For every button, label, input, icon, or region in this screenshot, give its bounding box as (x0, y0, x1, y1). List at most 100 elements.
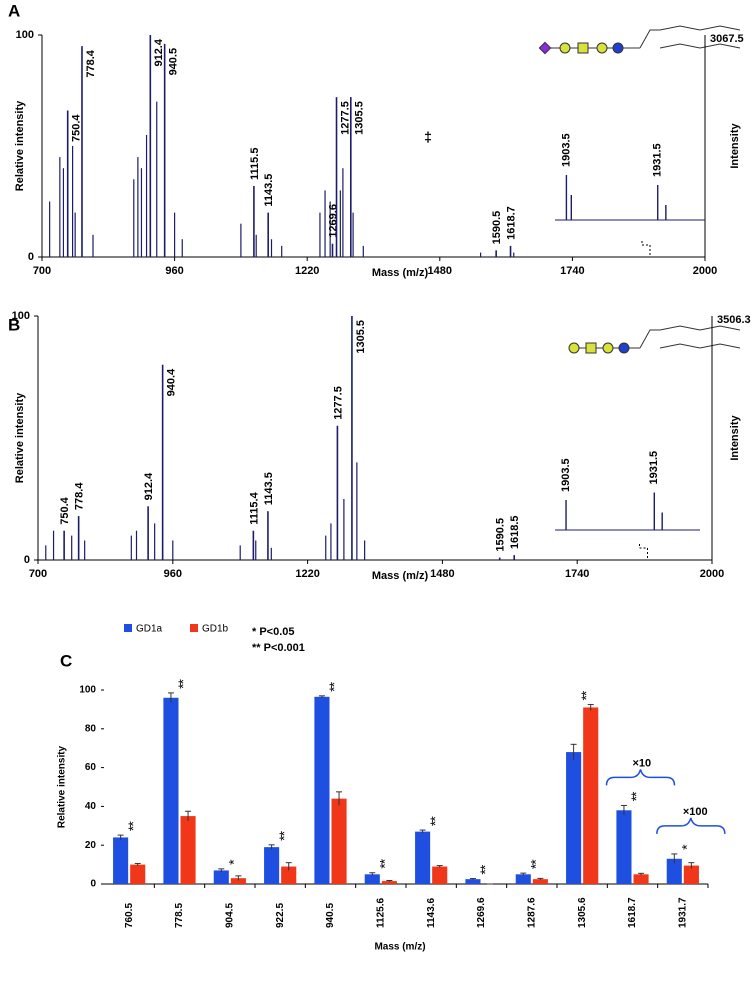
significance-mark: ** (477, 864, 493, 874)
peak-label: 778.4 (85, 49, 97, 77)
peak-label: 1903.5 (560, 458, 572, 492)
y-tick-label: 60 (85, 762, 97, 773)
x-tick-label: 760.5 (124, 903, 135, 928)
peak-label: 750.4 (59, 496, 71, 524)
significance-mark: ** (276, 830, 292, 840)
x-tick-label: 700 (33, 265, 51, 277)
x-tick-label: 1220 (295, 568, 319, 580)
scale-bracket (656, 817, 726, 834)
bar (364, 874, 380, 884)
scale-bracket (605, 769, 676, 786)
y2-axis-title: Intensity (729, 123, 741, 169)
peak-label: 1590.5 (491, 211, 503, 245)
y-axis-title: Relative intensity (57, 745, 68, 828)
x-axis-title: Mass (m/z) (372, 267, 429, 279)
bar (130, 864, 146, 884)
x-tick-label: 1480 (428, 265, 452, 277)
legend-label: GD1b (202, 624, 229, 635)
x-tick-label: 700 (29, 568, 47, 580)
y-axis-title: Relative intensity (14, 392, 26, 483)
x-tick-label: 922.5 (275, 903, 286, 928)
inset-arrow (639, 544, 648, 558)
peak-label: 1618.5 (509, 515, 521, 549)
x-tick-label: 1305.6 (577, 897, 588, 928)
y-axis-title: Relative intensity (14, 100, 26, 191)
bar (163, 697, 179, 884)
peak-label: 1305.5 (355, 320, 367, 354)
bar (465, 879, 481, 884)
y2-axis-title: Intensity (729, 415, 741, 461)
significance-mark: ** (326, 681, 342, 691)
intensity-label: 3067.5 (710, 33, 744, 45)
x-tick-label: 904.5 (224, 903, 235, 928)
legend-label: GD1a (136, 624, 163, 635)
peak-label: 1931.5 (652, 143, 664, 177)
bar (683, 865, 699, 884)
scale-note: ×10 (633, 757, 652, 769)
significance-mark: ** (628, 791, 644, 801)
x-tick-label: 940.5 (325, 903, 336, 928)
x-axis-title: Mass (m/z) (372, 570, 429, 582)
bar (432, 866, 448, 884)
x-tick-label: 1618.7 (627, 897, 638, 928)
bar (515, 874, 531, 884)
intensity-label: 3506.3 (717, 314, 751, 326)
bar (583, 707, 599, 884)
x-tick-label: 960 (164, 568, 182, 580)
inset-arrow (641, 241, 651, 255)
bar (415, 831, 431, 884)
panel-label: C (60, 651, 72, 670)
x-tick-label: 1740 (565, 568, 589, 580)
bar (213, 870, 229, 884)
y-tick-label: 20 (85, 840, 97, 851)
peak-label: 778.4 (74, 482, 86, 510)
peak-label: 1143.5 (263, 472, 275, 505)
peak-label: 912.4 (153, 38, 165, 66)
peak-label: 1269.6 (327, 204, 339, 238)
bar (314, 696, 330, 884)
scale-note: ×100 (683, 806, 708, 818)
x-tick-label: 1480 (430, 568, 454, 580)
bar (331, 798, 347, 884)
peak-label: 1143.5 (263, 174, 275, 207)
bar (113, 837, 129, 884)
x-tick-label: 2000 (700, 568, 724, 580)
y-tick-label: 0 (90, 879, 96, 890)
x-tick-label: 1269.6 (476, 897, 487, 928)
bar (281, 866, 297, 884)
bar (264, 847, 280, 884)
significance-mark: ** (175, 678, 191, 688)
y-tick-label: 0 (24, 554, 30, 566)
significance-mark: ** (528, 859, 544, 869)
significance-mark: * (226, 859, 242, 865)
x-tick-label: 2000 (693, 265, 717, 277)
significance-legend: ** P<0.001 (252, 642, 305, 654)
glycan-icon (568, 325, 741, 354)
x-tick-label: 1287.6 (526, 897, 537, 928)
legend-swatch (124, 624, 132, 632)
peak-label: 1903.5 (560, 133, 572, 167)
bar (180, 816, 196, 884)
annotation: ‡ (424, 129, 432, 145)
y-tick-label: 0 (28, 251, 34, 263)
glycan-icon (538, 25, 741, 55)
peak-label: 1115.4 (248, 491, 260, 524)
x-tick-label: 1220 (295, 265, 319, 277)
legend-swatch (190, 624, 198, 632)
bar (616, 810, 632, 884)
peak-label: 940.5 (168, 48, 180, 76)
peak-label: 1277.5 (332, 386, 344, 420)
y-tick-label: 40 (85, 801, 97, 812)
panel-label: A (8, 1, 20, 20)
peak-label: 1590.5 (495, 518, 507, 552)
significance-mark: ** (578, 690, 594, 700)
peak-label: 750.4 (71, 114, 83, 142)
peak-label: 1618.7 (505, 206, 517, 240)
x-axis-title: Mass (m/z) (374, 942, 425, 953)
peak-label: 1277.5 (339, 101, 351, 135)
significance-mark: ** (427, 816, 443, 826)
significance-legend: * P<0.05 (252, 626, 295, 638)
y-tick-label: 100 (12, 310, 30, 322)
bar (633, 874, 649, 884)
